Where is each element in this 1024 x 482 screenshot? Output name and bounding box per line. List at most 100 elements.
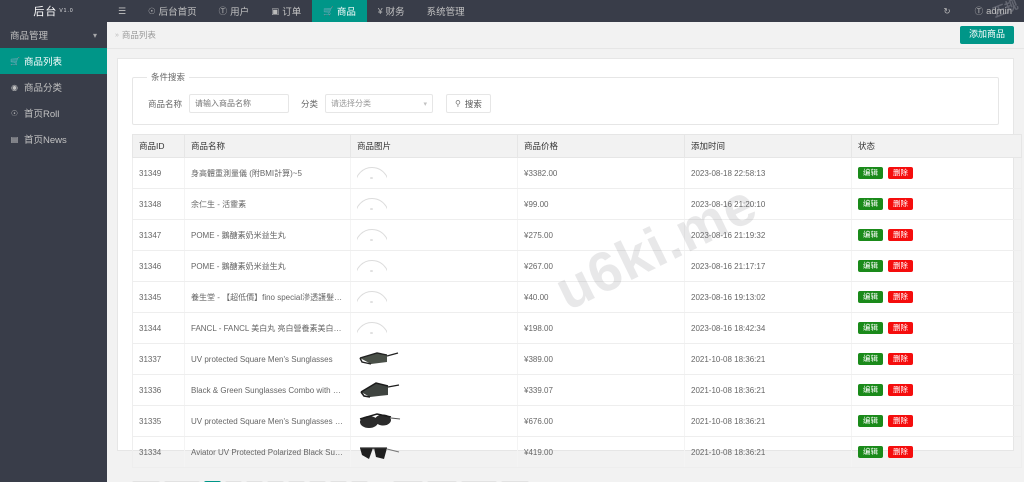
broken-image-icon — [357, 318, 387, 338]
edit-button[interactable]: 编辑 — [858, 414, 883, 428]
cell-added-time: 2021-10-08 18:36:21 — [684, 405, 852, 437]
add-product-button[interactable]: 添加商品 — [959, 26, 1014, 44]
cell-product-id: 31345 — [132, 281, 185, 313]
delete-button[interactable]: 删除 — [888, 352, 913, 366]
cell-product-name: UV protected Square Men's Sunglasses — [184, 343, 351, 375]
category-select[interactable]: 请选择分类 ▾ — [325, 94, 433, 113]
cell-status-actions: 编辑 删除 — [851, 374, 1022, 406]
nav-item-finance[interactable]: ¥ 财务 — [367, 0, 416, 22]
cell-product-name: Black & Green Sunglasses Combo with UV P… — [184, 374, 351, 406]
table-body: 31349 身高體重測量儀 (附BMI計算)~5 ¥3382.00 2023-08-1… — [132, 157, 1022, 468]
search-button[interactable]: ⚲ 搜索 — [446, 94, 491, 113]
cell-added-time: 2021-10-08 18:36:21 — [684, 374, 852, 406]
sidebar: 商品管理 ▾ 🛒 商品列表 ◉ 商品分类 ☉ 首页Roll ▤ 首页News — [0, 22, 107, 482]
edit-button[interactable]: 编辑 — [858, 290, 883, 304]
cell-product-image — [350, 374, 518, 406]
sunglasses-image — [360, 381, 400, 398]
delete-button[interactable]: 删除 — [888, 228, 913, 242]
cell-product-id: 31344 — [132, 312, 185, 344]
sunglasses-image — [360, 446, 400, 459]
column-header-price: 商品价格 — [517, 134, 685, 158]
delete-button[interactable]: 删除 — [888, 445, 913, 459]
sidebar-item-home-roll[interactable]: ☉ 首页Roll — [0, 100, 107, 126]
cell-product-name: POME - 鵝醣素奶米益生丸 — [184, 219, 351, 251]
cell-product-image — [350, 281, 518, 313]
table-row: 31334 Aviator UV Protected Polarized Blac… — [132, 436, 1022, 468]
pagination: 首页上一页12345678...31343135下一页尾页共3135页 3134… — [118, 468, 1013, 482]
account-menu[interactable]: Ⓣ admin — [963, 0, 1024, 22]
edit-button[interactable]: 编辑 — [858, 228, 883, 242]
refresh-button[interactable]: ↻ — [931, 0, 962, 22]
cell-status-actions: 编辑 删除 — [851, 405, 1022, 437]
table-row: 31336 Black & Green Sunglasses Combo with… — [132, 374, 1022, 406]
nav-item-home[interactable]: ☉ 后台首页 — [137, 0, 208, 22]
delete-button[interactable]: 删除 — [888, 166, 913, 180]
nav-item-users[interactable]: Ⓣ 用户 — [208, 0, 261, 22]
sidebar-item-home-roll-label: 首页Roll — [24, 109, 60, 120]
menu-icon[interactable]: ☰ — [117, 5, 127, 16]
delete-button[interactable]: 删除 — [888, 197, 913, 211]
delete-button[interactable]: 删除 — [888, 259, 913, 273]
nav-item-products[interactable]: 🛒 商品 — [312, 0, 367, 22]
sidebar-item-home-news[interactable]: ▤ 首页News — [0, 126, 107, 152]
edit-button[interactable]: 编辑 — [858, 321, 883, 335]
cell-product-name: 余仁生 - 活靈素 — [184, 188, 351, 220]
table-row: 31347 POME - 鵝醣素奶米益生丸 ¥275.00 2023-08-16 21… — [132, 219, 1022, 251]
delete-button[interactable]: 删除 — [888, 383, 913, 397]
delete-button[interactable]: 删除 — [888, 414, 913, 428]
top-nav-items: ☉ 后台首页 Ⓣ 用户 ▣ 订单 🛒 商品 ¥ 财务 系统管理 — [137, 0, 476, 22]
cell-product-image — [350, 157, 518, 189]
top-nav-right: ↻ Ⓣ admin 正规 — [931, 0, 1024, 22]
product-name-label: 商品名称 — [147, 98, 182, 109]
cell-product-name: UV protected Square Men's Sunglasses (P3… — [184, 405, 351, 437]
nav-item-finance-label: 财务 — [385, 7, 405, 18]
broken-image-icon — [357, 225, 387, 245]
edit-button[interactable]: 编辑 — [858, 197, 883, 211]
refresh-icon: ↻ — [943, 5, 951, 16]
nav-item-orders-label: 订单 — [282, 7, 302, 18]
cell-product-price: ¥275.00 — [517, 219, 685, 251]
sidebar-item-product-list[interactable]: 🛒 商品列表 — [0, 48, 107, 74]
cell-added-time: 2021-10-08 18:36:21 — [684, 343, 852, 375]
cell-product-price: ¥389.00 — [517, 343, 685, 375]
app-logo[interactable]: 后台 V1.0 — [0, 0, 107, 22]
delete-button[interactable]: 删除 — [888, 290, 913, 304]
cell-product-price: ¥99.00 — [517, 188, 685, 220]
cell-status-actions: 编辑 删除 — [851, 343, 1022, 375]
cell-added-time: 2021-10-08 18:36:21 — [684, 436, 852, 468]
cell-product-price: ¥676.00 — [517, 405, 685, 437]
broken-image-icon — [357, 163, 387, 183]
edit-button[interactable]: 编辑 — [858, 259, 883, 273]
cell-product-price: ¥3382.00 — [517, 157, 685, 189]
products-table-wrap: 商品ID 商品名称 商品图片 商品价格 添加时间 状态 31349 身高體重測量儀… — [118, 125, 1022, 468]
sunglasses-image — [359, 351, 399, 365]
cell-status-actions: 编辑 删除 — [851, 312, 1022, 344]
column-header-name: 商品名称 — [184, 134, 351, 158]
cell-product-name: 養生堂 - 【超低價】fino special滲透護髮膜 紅色 230g... — [184, 281, 351, 313]
product-name-input[interactable] — [189, 94, 289, 113]
cell-product-image — [350, 250, 518, 282]
cell-product-id: 31346 — [132, 250, 185, 282]
table-row: 31349 身高體重測量儀 (附BMI計算)~5 ¥3382.00 2023-08-1… — [132, 157, 1022, 189]
edit-button[interactable]: 编辑 — [858, 383, 883, 397]
tag-icon: ◉ — [11, 82, 18, 92]
delete-button[interactable]: 删除 — [888, 321, 913, 335]
nav-item-orders[interactable]: ▣ 订单 — [260, 0, 312, 22]
cell-product-name: FANCL - FANCL 美白丸 亮白營養素美白丸 180粒 (... — [184, 312, 351, 344]
main-panel: u6ki.me 条件搜索 商品名称 分类 请选择分类 ▾ ⚲ — [117, 58, 1022, 482]
search-form-row: 商品名称 分类 请选择分类 ▾ ⚲ 搜索 — [143, 94, 988, 113]
cell-added-time: 2023-08-16 18:42:34 — [684, 312, 852, 344]
cell-product-image — [350, 219, 518, 251]
bell-icon: ☉ — [10, 108, 19, 118]
nav-item-system[interactable]: 系统管理 — [416, 0, 476, 22]
sidebar-item-product-category[interactable]: ◉ 商品分类 — [0, 74, 107, 100]
cell-added-time: 2023-08-16 21:17:17 — [684, 250, 852, 282]
cell-added-time: 2023-08-16 21:19:32 — [684, 219, 852, 251]
top-navbar: 后台 V1.0 ☰ ☉ 后台首页 Ⓣ 用户 ▣ 订单 🛒 商品 ¥ 财务 — [0, 0, 1024, 22]
edit-button[interactable]: 编辑 — [858, 445, 883, 459]
cell-product-id: 31334 — [132, 436, 185, 468]
edit-button[interactable]: 编辑 — [858, 166, 883, 180]
edit-button[interactable]: 编辑 — [858, 352, 883, 366]
sidebar-group-product-management[interactable]: 商品管理 ▾ — [0, 22, 107, 48]
